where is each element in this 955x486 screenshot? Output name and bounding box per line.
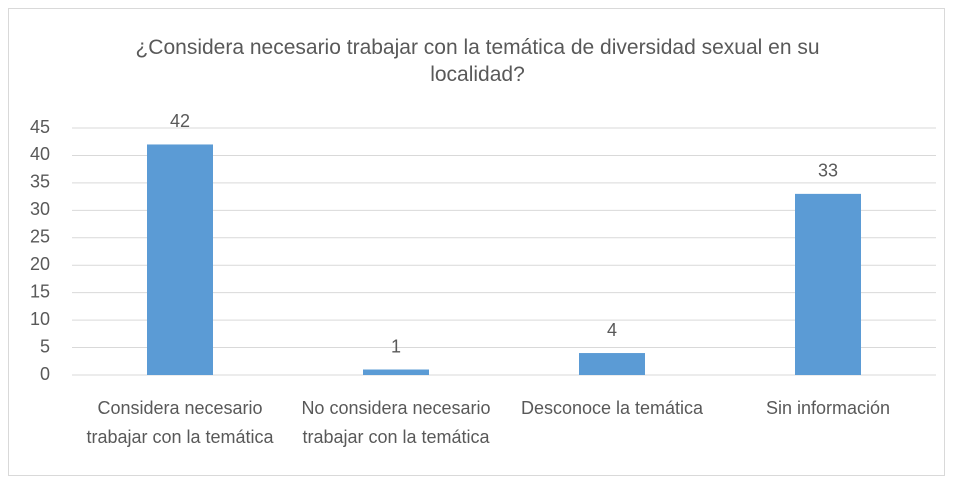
bar — [363, 369, 429, 375]
x-tick-label: Sin información — [765, 398, 891, 418]
y-tick-label: 15 — [30, 281, 50, 301]
y-tick-label: 10 — [30, 309, 50, 329]
y-tick-label: 5 — [40, 336, 50, 356]
x-tick-label: No considera necesario trabajar con la t… — [301, 398, 491, 447]
bar — [147, 144, 213, 375]
value-label: 42 — [170, 111, 190, 131]
chart-frame — [8, 8, 945, 476]
x-tick-label: Considera necesario trabajar con la temá… — [86, 398, 274, 447]
chart-title: ¿Considera necesario trabajar con la tem… — [135, 36, 820, 86]
y-tick-label: 30 — [30, 199, 50, 219]
y-tick-label: 0 — [40, 364, 50, 384]
bar — [795, 193, 861, 375]
value-label: 4 — [607, 320, 617, 340]
y-tick-label: 20 — [30, 254, 50, 274]
value-label: 33 — [818, 161, 838, 181]
x-tick-label: Desconoce la temática — [520, 398, 704, 418]
y-tick-label: 40 — [30, 144, 50, 164]
bar — [579, 353, 645, 375]
y-tick-label: 45 — [30, 117, 50, 137]
y-tick-label: 35 — [30, 172, 50, 192]
value-label: 1 — [391, 336, 401, 356]
y-tick-label: 25 — [30, 227, 50, 247]
